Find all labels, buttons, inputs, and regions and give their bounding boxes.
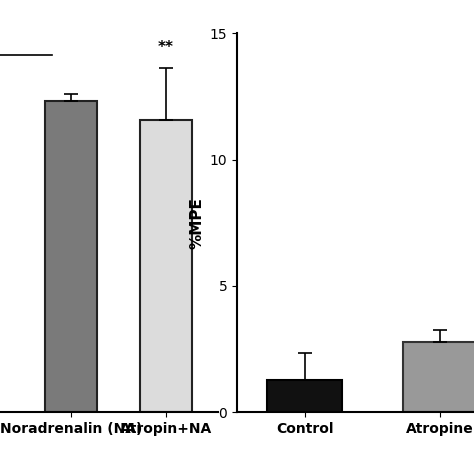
- Y-axis label: %MPE: %MPE: [189, 197, 204, 249]
- Bar: [267, 380, 342, 412]
- Bar: [45, 101, 97, 412]
- Text: **: **: [158, 40, 174, 55]
- Bar: [140, 120, 192, 412]
- Bar: [403, 342, 474, 412]
